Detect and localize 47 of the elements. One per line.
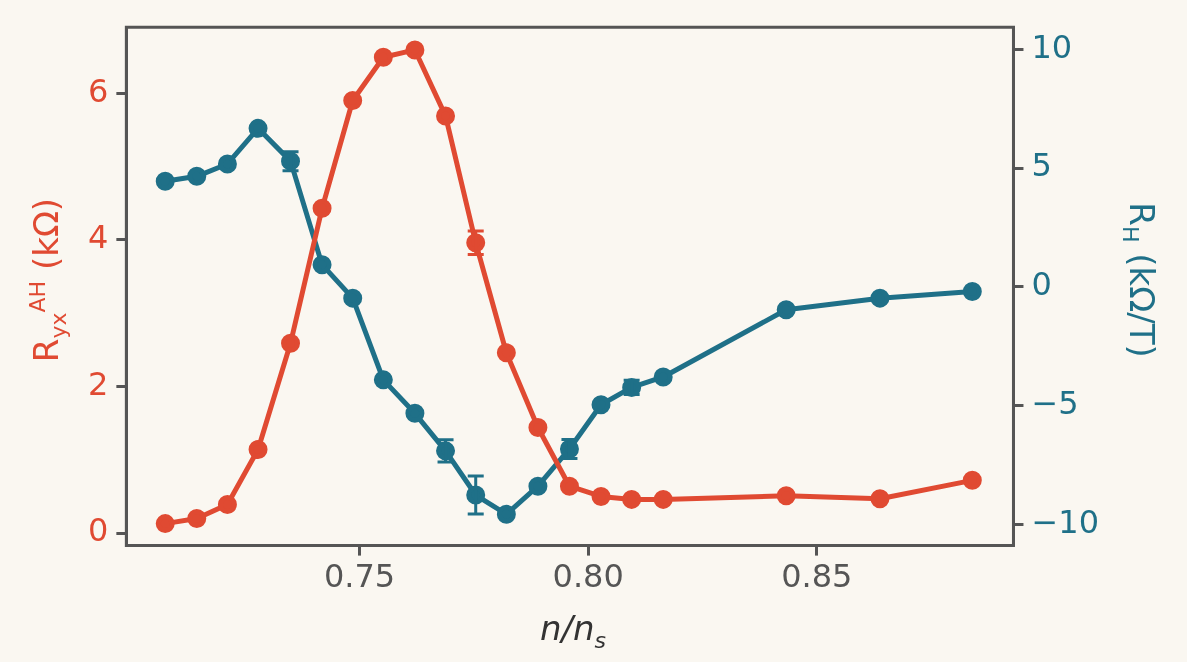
point — [217, 154, 237, 174]
x-axis-title: n/n$_{s}$ — [540, 608, 607, 653]
point — [187, 508, 207, 528]
point — [591, 395, 611, 415]
point — [496, 504, 516, 524]
point — [653, 489, 673, 509]
point — [496, 343, 516, 363]
point — [248, 440, 268, 460]
point — [776, 486, 796, 506]
point — [343, 288, 363, 308]
point — [373, 370, 393, 390]
y2-tick-label: 5 — [1031, 146, 1052, 185]
point — [436, 106, 456, 126]
point — [405, 403, 425, 423]
point — [405, 40, 425, 60]
point — [155, 171, 175, 191]
point — [281, 333, 301, 353]
y2-tick-label: 0 — [1031, 265, 1052, 304]
point — [870, 288, 890, 308]
x-tick-label: 0.80 — [552, 557, 624, 596]
point — [622, 489, 642, 509]
y2-tick-label: 10 — [1031, 27, 1073, 66]
point — [343, 91, 363, 111]
point — [528, 476, 548, 496]
point — [653, 367, 673, 387]
y-tick-label: 6 — [88, 71, 109, 110]
x-tick-label: 0.75 — [323, 557, 396, 596]
point — [559, 476, 579, 496]
y2-tick-label: −5 — [1031, 383, 1079, 422]
point — [591, 486, 611, 506]
point — [312, 198, 332, 218]
point — [312, 255, 332, 275]
point — [962, 282, 982, 302]
x-tick-label: 0.85 — [781, 557, 853, 596]
y2-tick-label: −10 — [1031, 502, 1099, 541]
point — [248, 118, 268, 138]
y-tick-label: 2 — [88, 364, 109, 403]
point — [776, 300, 796, 320]
y-tick-label: 4 — [88, 218, 109, 257]
point — [373, 47, 393, 67]
point — [217, 495, 237, 515]
y-tick-label: 0 — [88, 511, 109, 550]
point — [155, 514, 175, 534]
point — [870, 489, 890, 509]
point — [962, 470, 982, 490]
point — [187, 166, 207, 186]
point — [528, 418, 548, 438]
